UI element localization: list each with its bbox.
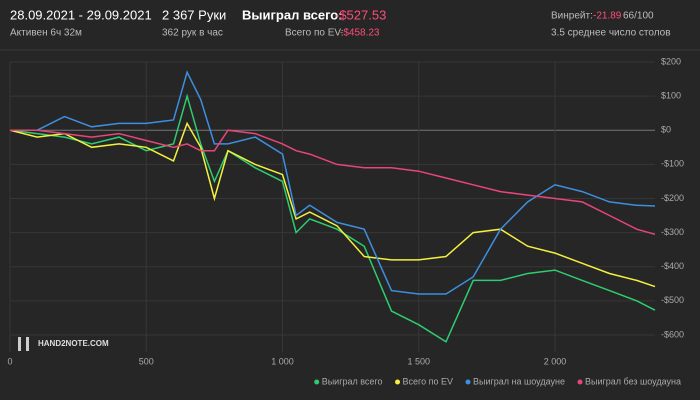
dates: 28.09.2021 - 29.09.2021 — [10, 7, 152, 22]
legend-marker — [577, 379, 583, 385]
series-line — [9, 121, 656, 288]
y-tick-label: -$600 — [661, 329, 684, 339]
won-value: -$527.53 — [335, 7, 386, 22]
ev-value: -$458.23 — [340, 28, 380, 39]
legend-label: Всего по EV — [403, 376, 453, 386]
x-tick-label: 500 — [139, 356, 154, 366]
y-tick-label: $0 — [661, 125, 671, 135]
legend-marker — [465, 379, 471, 385]
logo-icon — [26, 337, 29, 351]
y-tick-label: $100 — [661, 90, 681, 100]
winrate-label: Винрейт: — [551, 11, 593, 22]
x-tick-label: 1 000 — [271, 356, 294, 366]
legend-marker — [395, 379, 401, 385]
y-tick-label: $200 — [661, 56, 681, 66]
legend-marker — [314, 379, 320, 385]
legend-label: Выиграл без шоудауна — [585, 376, 681, 386]
active-time: Активен 6ч 32м — [10, 28, 82, 39]
winrate-value: -21.89 — [593, 11, 622, 22]
won-label: Выиграл всего: — [242, 7, 343, 22]
y-tick-label: -$500 — [661, 295, 684, 305]
y-tick-label: -$100 — [661, 159, 684, 169]
x-tick-label: 1 500 — [407, 356, 430, 366]
hands: 2 367 Руки — [162, 7, 226, 22]
y-tick-label: -$300 — [661, 227, 684, 237]
winrate-unit: 66/100 — [623, 11, 654, 22]
tables: 3.5 среднее число столов — [551, 28, 671, 39]
ev-label: Всего по EV: — [285, 28, 344, 39]
x-tick-label: 2 000 — [544, 356, 567, 366]
series-line — [10, 70, 656, 295]
logo-icon — [18, 337, 21, 351]
y-tick-label: -$200 — [661, 193, 684, 203]
watermark: HAND2NOTE.COM — [38, 339, 109, 348]
x-tick-label: 0 — [7, 356, 12, 366]
hands-rate: 362 рук в час — [162, 28, 223, 39]
legend-label: Выиграл всего — [322, 376, 383, 386]
series-line — [10, 129, 656, 236]
legend-label: Выиграл на шоудауне — [473, 376, 565, 386]
series-line — [9, 93, 656, 343]
y-tick-label: -$400 — [661, 261, 684, 271]
